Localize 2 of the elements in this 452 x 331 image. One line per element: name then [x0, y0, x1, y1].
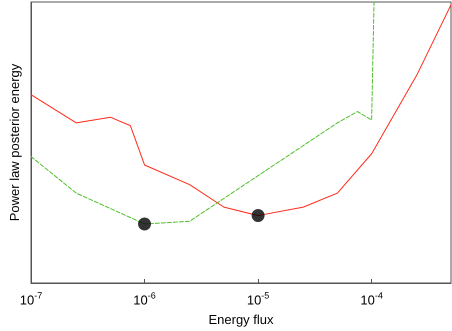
x-axis-title: Energy flux — [208, 312, 274, 327]
y-axis-title: Power law posterior energy — [7, 63, 22, 222]
